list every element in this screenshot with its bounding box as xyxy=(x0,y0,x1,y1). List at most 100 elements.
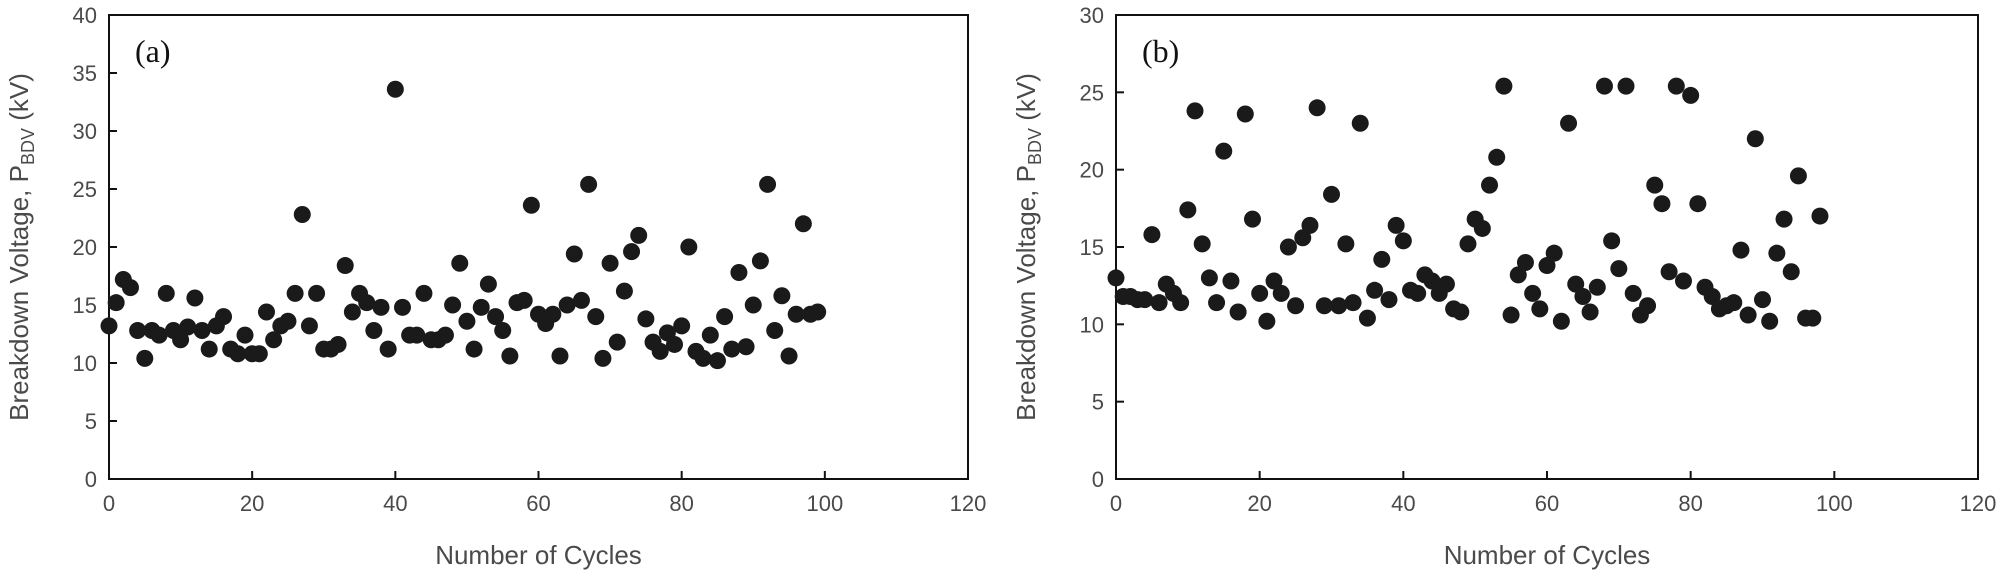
data-point xyxy=(630,226,648,244)
x-tick-label: 100 xyxy=(1816,491,1853,516)
data-point xyxy=(200,340,218,358)
data-point xyxy=(1574,287,1592,305)
panel-label: (a) xyxy=(135,33,171,69)
data-point xyxy=(1366,281,1384,299)
data-point xyxy=(744,296,762,314)
data-point xyxy=(1581,303,1599,321)
data-point xyxy=(809,303,827,321)
data-point xyxy=(551,347,569,365)
data-point xyxy=(107,294,125,312)
data-point xyxy=(1481,176,1499,194)
data-point xyxy=(229,345,247,363)
data-point xyxy=(408,326,426,344)
y-axis-title-main: Breakdown Voltage, P xyxy=(4,165,34,421)
y-tick-label: 10 xyxy=(1080,312,1104,337)
data-point xyxy=(179,318,197,336)
data-point xyxy=(300,317,318,335)
data-point xyxy=(444,296,462,314)
plot-frame xyxy=(108,14,969,480)
y-tick-label: 0 xyxy=(1092,467,1104,492)
data-point xyxy=(372,298,390,316)
data-point xyxy=(766,322,784,340)
data-point xyxy=(1251,284,1269,302)
data-point xyxy=(1552,312,1570,330)
data-point xyxy=(565,245,583,263)
data-point xyxy=(1272,284,1290,302)
data-point xyxy=(215,308,233,326)
data-point xyxy=(1653,195,1671,213)
data-point xyxy=(1308,99,1326,117)
data-point xyxy=(1172,294,1190,312)
data-point xyxy=(1258,312,1276,330)
data-point xyxy=(1603,232,1621,250)
panel-a: 0 20 40 60 80 100 120 0 5 10 15 20 25 30 35 40 Number of… xyxy=(4,3,986,570)
data-point xyxy=(172,331,190,349)
y-tick-label: 25 xyxy=(1080,80,1104,105)
data-point xyxy=(257,303,275,321)
data-point xyxy=(1682,86,1700,104)
data-point xyxy=(701,326,719,344)
y-tick-label: 10 xyxy=(73,351,97,376)
data-point xyxy=(587,308,605,326)
data-point xyxy=(1667,77,1685,95)
y-tick-label: 15 xyxy=(1080,235,1104,260)
data-point xyxy=(1538,257,1556,275)
data-point xyxy=(1689,195,1707,213)
data-point xyxy=(637,310,655,328)
data-point xyxy=(501,347,519,365)
y-tick-label: 35 xyxy=(73,61,97,86)
data-point xyxy=(1215,142,1233,160)
data-point xyxy=(1107,269,1125,287)
data-point xyxy=(594,349,612,367)
data-point xyxy=(1646,176,1664,194)
data-point xyxy=(737,338,755,356)
data-point xyxy=(773,287,791,305)
data-point xyxy=(1725,294,1743,312)
data-point xyxy=(415,284,433,302)
data-point xyxy=(1509,266,1527,284)
data-point xyxy=(1624,284,1642,302)
data-point xyxy=(515,291,533,309)
data-point xyxy=(522,196,540,214)
y-tick-label: 30 xyxy=(1080,3,1104,28)
y-tick-label: 25 xyxy=(73,177,97,202)
data-point xyxy=(236,326,254,344)
data-point xyxy=(572,291,590,309)
data-point xyxy=(1531,300,1549,318)
data-point xyxy=(150,326,168,344)
data-point xyxy=(1560,114,1578,132)
data-point xyxy=(1337,235,1355,253)
x-tick-label: 20 xyxy=(240,491,264,516)
data-point xyxy=(1150,294,1168,312)
data-point xyxy=(651,342,669,360)
data-point xyxy=(436,326,454,344)
data-point xyxy=(1452,303,1470,321)
data-point xyxy=(193,322,211,340)
y-tick-label: 40 xyxy=(73,3,97,28)
data-point xyxy=(558,296,576,314)
data-point xyxy=(1143,226,1161,244)
data-point xyxy=(1358,309,1376,327)
data-point xyxy=(1423,272,1441,290)
x-tick-label: 40 xyxy=(383,491,407,516)
data-point xyxy=(329,335,347,353)
y-tick-label: 5 xyxy=(1092,390,1104,415)
data-point xyxy=(379,340,397,358)
x-tick-label: 80 xyxy=(1678,491,1702,516)
data-point xyxy=(794,215,812,233)
data-point xyxy=(1516,253,1534,271)
y-axis-title-unit: (kV) xyxy=(4,73,34,128)
x-axis-title: Number of Cycles xyxy=(435,540,642,570)
data-point xyxy=(451,254,469,272)
data-point xyxy=(666,335,684,353)
y-axis-title: Breakdown Voltage, PBDV (kV) xyxy=(4,73,38,421)
data-point xyxy=(1301,216,1319,234)
data-point xyxy=(1200,269,1218,287)
data-point xyxy=(1380,291,1398,309)
data-point xyxy=(1344,294,1362,312)
data-point xyxy=(1488,148,1506,166)
y-axis-title-subscript: BDV xyxy=(1025,128,1045,165)
data-point xyxy=(129,322,147,340)
data-point xyxy=(1323,185,1340,203)
